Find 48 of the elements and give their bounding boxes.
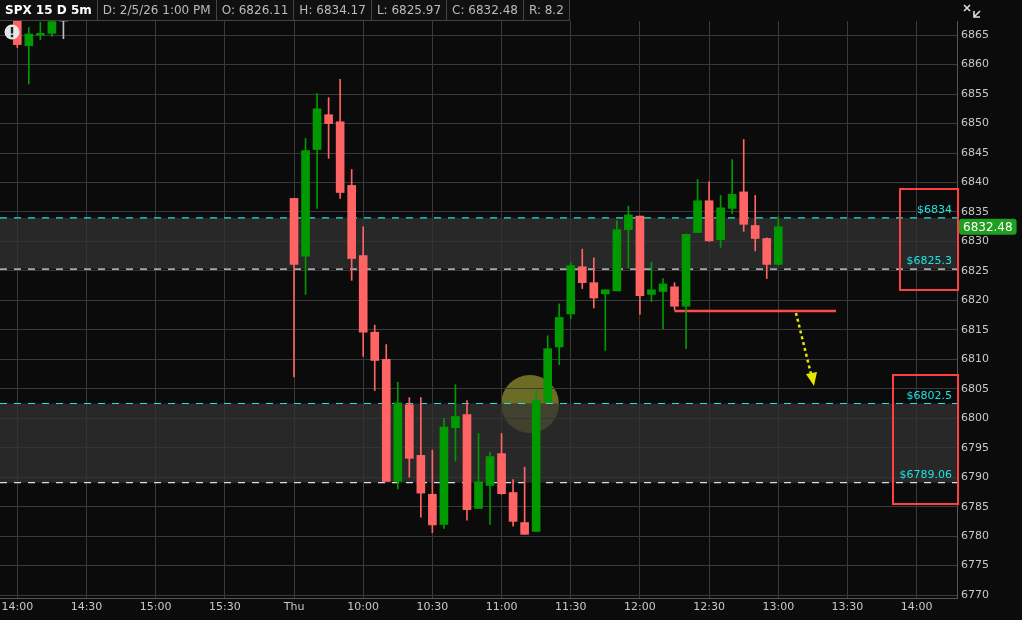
ref-line-label: $6802.5 [906, 388, 952, 402]
y-tick-label: 6780 [961, 528, 989, 542]
y-tick-label: 6805 [961, 381, 989, 395]
y-tick-label: 6845 [961, 145, 989, 159]
candlestick [24, 27, 34, 85]
y-tick-label: 6800 [961, 411, 989, 425]
x-tick-label: 10:00 [347, 600, 380, 614]
y-tick-label: 6810 [961, 352, 989, 366]
y-tick-label: 6865 [961, 28, 989, 41]
text: 6832.48 [963, 219, 1013, 234]
x-tick-label: 10:30 [416, 600, 449, 614]
x-tick-label: 12:00 [624, 600, 656, 614]
y-tick-label: 6850 [961, 116, 989, 130]
ref-line-label: $6825.3 [906, 254, 952, 268]
y-tick-label: 6775 [961, 558, 989, 572]
text: H: 6834.17 [294, 0, 372, 20]
x-tick-label: 14:30 [70, 600, 103, 614]
y-tick-label: 6770 [961, 587, 989, 601]
y-tick-label: 6790 [961, 470, 989, 484]
y-tick-label: 6830 [961, 234, 989, 248]
text: C: 6832.48 [447, 0, 524, 20]
x-tick-label: 11:00 [485, 600, 518, 614]
x-tick-label: 14:00 [1, 600, 34, 614]
y-tick-label: 6820 [961, 293, 989, 307]
text: D: 2/5/26 1:00 PM [97, 0, 217, 20]
y-tick-label: 6835 [961, 204, 989, 218]
x-tick-label: 12:30 [693, 600, 725, 614]
y-tick-label: 6825 [961, 263, 989, 277]
text: O: 6826.11 [216, 0, 295, 20]
y-tick-label: 6855 [961, 86, 989, 100]
x-tick-label: Thu [282, 600, 305, 614]
y-tick-label: 6785 [961, 499, 989, 513]
x-tick-label: 15:00 [139, 600, 172, 614]
x-tick-label: 11:30 [554, 600, 587, 614]
y-tick-label: 6815 [961, 322, 989, 336]
y-tick-label: 6840 [961, 175, 989, 189]
y-tick-label: 6860 [961, 57, 989, 71]
text: R: 8.2 [523, 0, 570, 20]
ref-line-label: $6834 [917, 202, 952, 216]
candlestick [750, 195, 760, 252]
chart-title: SPX 15 D 5m [0, 0, 98, 20]
x-tick-label: 13:30 [831, 600, 864, 614]
ref-line-label: $6789.06 [899, 467, 952, 481]
y-tick-label: 6795 [961, 440, 989, 454]
x-tick-label: 14:00 [900, 600, 933, 614]
text: L: 6825.97 [371, 0, 448, 20]
x-tick-label: 15:30 [208, 600, 241, 614]
x-tick-label: 13:00 [762, 600, 795, 614]
